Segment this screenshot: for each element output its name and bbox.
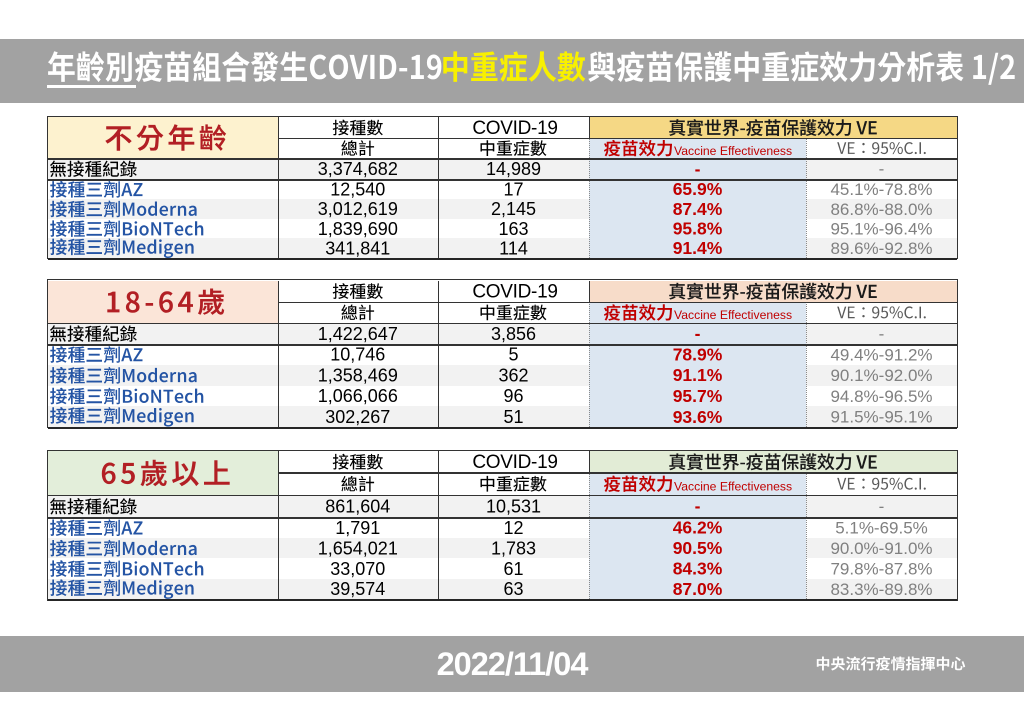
svg-text:3,856: 3,856 — [491, 324, 536, 344]
svg-text:87.4%: 87.4% — [673, 199, 723, 219]
svg-text:Vaccine Effectiveness: Vaccine Effectiveness — [674, 144, 792, 158]
svg-text:45.1%-78.8%: 45.1%-78.8% — [830, 180, 932, 199]
svg-text:10,531: 10,531 — [486, 497, 541, 517]
svg-text:90.5%: 90.5% — [673, 538, 723, 558]
svg-text:341,841: 341,841 — [325, 238, 390, 258]
svg-text:79.8%-87.8%: 79.8%-87.8% — [830, 560, 932, 579]
svg-text:17: 17 — [503, 179, 523, 199]
svg-text:93.6%: 93.6% — [673, 407, 723, 427]
svg-text:1,422,647: 1,422,647 — [318, 324, 398, 344]
svg-text:COVID-19: COVID-19 — [472, 118, 557, 139]
svg-text:163: 163 — [498, 219, 528, 239]
svg-text:94.8%-96.5%: 94.8%-96.5% — [830, 387, 932, 406]
svg-text:3,374,682: 3,374,682 — [318, 159, 398, 179]
svg-text:1,066,066: 1,066,066 — [318, 386, 398, 406]
svg-text:1,791: 1,791 — [335, 518, 380, 538]
svg-text:-: - — [695, 324, 701, 344]
svg-text:5: 5 — [508, 345, 518, 365]
svg-text:90.1%-92.0%: 90.1%-92.0% — [830, 366, 932, 385]
svg-text:Vaccine Effectiveness: Vaccine Effectiveness — [674, 308, 792, 322]
svg-text:302,267: 302,267 — [325, 407, 390, 427]
svg-text:95.8%: 95.8% — [673, 219, 723, 239]
svg-text:65.9%: 65.9% — [673, 179, 723, 199]
svg-text:61: 61 — [503, 559, 523, 579]
svg-text:96: 96 — [503, 386, 523, 406]
svg-text:1,654,021: 1,654,021 — [318, 538, 398, 558]
svg-text:63: 63 — [503, 579, 523, 599]
svg-text:-: - — [695, 159, 701, 179]
svg-text:3,012,619: 3,012,619 — [318, 199, 398, 219]
svg-text:12: 12 — [503, 518, 523, 538]
svg-text:91.5%-95.1%: 91.5%-95.1% — [830, 408, 932, 427]
svg-text:2,145: 2,145 — [491, 199, 536, 219]
svg-text:14,989: 14,989 — [486, 159, 541, 179]
svg-text:-: - — [879, 324, 885, 343]
svg-text:95.1%-96.4%: 95.1%-96.4% — [830, 220, 932, 239]
svg-text:89.6%-92.8%: 89.6%-92.8% — [830, 239, 932, 258]
svg-text:95.7%: 95.7% — [673, 386, 723, 406]
svg-text:2022/11/04: 2022/11/04 — [437, 646, 589, 682]
svg-text:-: - — [879, 160, 885, 179]
svg-text:-: - — [879, 497, 885, 516]
svg-text:91.4%: 91.4% — [673, 238, 723, 258]
svg-text:87.0%: 87.0% — [673, 579, 723, 599]
svg-text:84.3%: 84.3% — [673, 559, 723, 579]
svg-text:1,839,690: 1,839,690 — [318, 219, 398, 239]
svg-text:91.1%: 91.1% — [673, 365, 723, 385]
svg-text:51: 51 — [503, 407, 523, 427]
svg-text:12,540: 12,540 — [330, 179, 385, 199]
svg-text:83.3%-89.8%: 83.3%-89.8% — [830, 580, 932, 599]
svg-text:COVID-19: COVID-19 — [472, 282, 557, 303]
svg-text:78.9%: 78.9% — [673, 345, 723, 365]
svg-text:90.0%-91.0%: 90.0%-91.0% — [830, 539, 932, 558]
svg-text:362: 362 — [498, 365, 528, 385]
svg-text:-: - — [695, 496, 701, 516]
svg-text:86.8%-88.0%: 86.8%-88.0% — [830, 200, 932, 219]
svg-text:39,574: 39,574 — [330, 579, 385, 599]
svg-text:Vaccine Effectiveness: Vaccine Effectiveness — [674, 479, 792, 493]
svg-text:COVID-19: COVID-19 — [472, 452, 557, 473]
svg-text:861,604: 861,604 — [325, 497, 390, 517]
svg-text:10,746: 10,746 — [330, 345, 385, 365]
svg-text:114: 114 — [499, 238, 528, 258]
svg-text:1,783: 1,783 — [491, 538, 536, 558]
svg-text:1,358,469: 1,358,469 — [318, 365, 398, 385]
svg-text:5.1%-69.5%: 5.1%-69.5% — [835, 519, 928, 538]
svg-text:46.2%: 46.2% — [673, 518, 723, 538]
svg-text:49.4%-91.2%: 49.4%-91.2% — [830, 345, 932, 364]
svg-text:33,070: 33,070 — [330, 559, 385, 579]
